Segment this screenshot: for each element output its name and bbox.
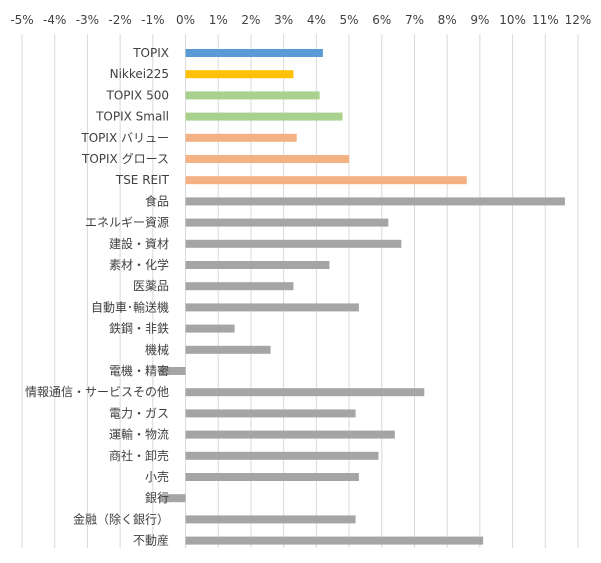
- category-label: 運輸・物流: [109, 427, 169, 442]
- category-label: 金融（除く銀行）: [73, 511, 169, 526]
- bar: [185, 112, 343, 121]
- bar: [185, 409, 356, 418]
- bar: [185, 239, 402, 248]
- x-tick-label: 4%: [307, 13, 326, 27]
- category-label: 素材・化学: [109, 257, 169, 272]
- x-tick-label: 2%: [241, 13, 260, 27]
- bar: [185, 345, 271, 354]
- category-label: TOPIX バリュー: [80, 131, 169, 145]
- x-tick-label: -5%: [10, 13, 33, 27]
- category-label: 鉄鋼・非鉄: [109, 321, 169, 336]
- category-label: Nikkei225: [110, 67, 169, 81]
- category-label: TOPIX 500: [106, 88, 170, 102]
- x-tick-label: -1%: [141, 13, 164, 27]
- category-label: 商社・卸売: [109, 448, 169, 463]
- bar: [185, 324, 235, 333]
- x-tick-label: -4%: [43, 13, 66, 27]
- category-label: エネルギー資源: [85, 216, 169, 230]
- category-label: TOPIX Small: [95, 110, 169, 124]
- bar: [185, 430, 395, 439]
- x-tick-label: 9%: [470, 13, 489, 27]
- category-label: 建設・資材: [109, 236, 169, 251]
- category-label: 情報通信・サービスその他: [25, 385, 169, 399]
- category-label: 不動産: [133, 533, 169, 548]
- x-tick-label: 5%: [340, 13, 359, 27]
- x-tick-label: 3%: [274, 13, 293, 27]
- bar: [185, 70, 294, 79]
- x-tick-label: 10%: [499, 13, 526, 27]
- bar: [185, 473, 359, 481]
- bar: [159, 367, 186, 375]
- x-tick-label: 6%: [372, 13, 391, 27]
- bar: [185, 176, 467, 185]
- bar: [185, 282, 294, 291]
- x-tick-label: 12%: [565, 13, 592, 27]
- x-tick-label: -2%: [108, 13, 131, 27]
- x-tick-label: 1%: [209, 13, 228, 27]
- x-tick-label: 8%: [438, 13, 457, 27]
- x-tick-label: 0%: [176, 13, 195, 27]
- bar: [159, 494, 186, 503]
- category-label: TOPIX: [132, 46, 169, 60]
- category-label: TOPIX グロース: [81, 152, 169, 166]
- bar: [185, 91, 320, 100]
- x-tick-label: 11%: [532, 13, 559, 27]
- bar: [185, 197, 565, 206]
- bar: [185, 49, 323, 57]
- bar: [185, 303, 359, 312]
- x-axis-ticks: -5% -4% -3% -2% -1% 0% 1% 2% 3% 4% 5% 6% 7% 8% 9% 10% 11…: [10, 13, 591, 27]
- bar: [185, 155, 350, 163]
- category-label: 機械: [145, 342, 169, 357]
- bar: [185, 133, 297, 142]
- category-label: 電機・精密: [109, 363, 169, 378]
- bar: [185, 536, 484, 545]
- category-label: TSE REIT: [115, 173, 170, 187]
- bar: [185, 388, 425, 397]
- bars: [159, 49, 565, 545]
- category-label: 医薬品: [133, 279, 169, 293]
- x-tick-label: 7%: [405, 13, 424, 27]
- bar: [185, 218, 389, 227]
- category-labels: TOPIX Nikkei225 TOPIX 500 TOPIX Small TOPIX …: [25, 46, 170, 548]
- x-tick-label: -3%: [76, 13, 99, 27]
- bar: [185, 451, 379, 460]
- bar: [185, 261, 330, 269]
- category-label: 小売: [145, 469, 169, 484]
- category-label: 食品: [145, 193, 169, 208]
- bar: [185, 515, 356, 524]
- category-label: 銀行: [145, 491, 169, 505]
- category-label: 電力・ガス: [109, 406, 169, 420]
- category-label: 自動車･輸送機: [91, 299, 169, 314]
